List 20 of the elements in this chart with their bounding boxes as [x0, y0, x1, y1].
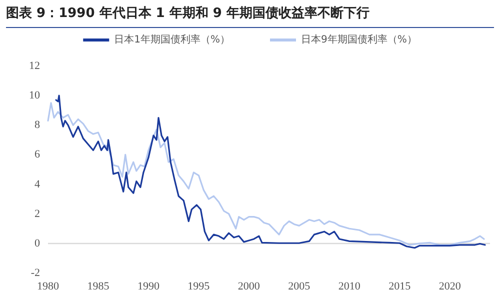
y-tick-label: 10 [29, 90, 40, 102]
x-tick-label: 2010 [338, 280, 361, 292]
x-tick-label: 2005 [288, 280, 311, 292]
x-tick-label: 2000 [238, 280, 260, 292]
y-tick-label: 6 [34, 148, 40, 161]
x-tick-label: 1990 [137, 280, 160, 292]
y-tick-label: 4 [34, 178, 40, 190]
chart-title: 图表 9：1990 年代日本 1 年期和 9 年期国债收益率不断下行 [6, 4, 494, 28]
y-tick-label: 12 [29, 60, 40, 72]
y-tick-label: 2 [34, 208, 40, 220]
x-tick-label: 1985 [87, 280, 110, 292]
x-tick-label: 2020 [438, 280, 462, 292]
x-tick-label: 1995 [188, 280, 210, 292]
x-tick-label: 2015 [388, 280, 412, 292]
legend-label: 日本9年期国债利率（%） [301, 34, 417, 46]
x-tick-label: 1980 [37, 280, 60, 292]
y-tick-label: -2 [30, 267, 40, 279]
y-tick-label: 8 [34, 119, 40, 132]
legend-label: 日本1年期国债利率（%） [114, 34, 230, 46]
y-tick-label: 0 [34, 237, 40, 250]
